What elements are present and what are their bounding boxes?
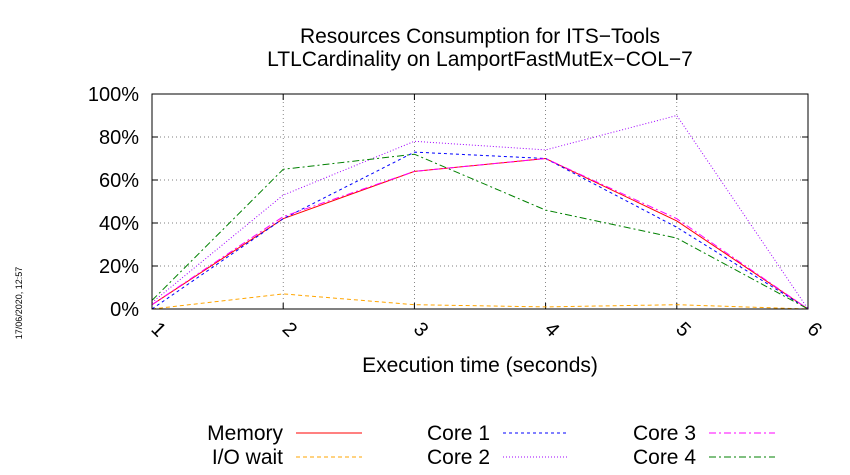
x-tick-label: 2 <box>278 318 301 341</box>
y-tick-label: 60% <box>99 170 139 192</box>
legend-label: Core 4 <box>633 446 696 469</box>
y-tick-label: 40% <box>99 213 139 235</box>
x-tick-label: 4 <box>540 318 563 341</box>
series-line-core-4 <box>151 153 809 310</box>
x-tick-label: 1 <box>147 318 170 341</box>
y-tick-label: 0% <box>110 299 139 321</box>
x-tick-label: 3 <box>409 318 432 341</box>
series-line-core-3 <box>151 157 809 310</box>
series-line-i-o-wait <box>151 293 809 310</box>
x-tick-label: 6 <box>803 318 826 341</box>
timestamp: 17/06/2020, 12:57 <box>14 267 24 340</box>
y-tick-label: 20% <box>99 256 139 278</box>
chart-title-line-1: Resources Consumption for ITS−Tools <box>300 25 660 48</box>
chart-title-line-2: LTLCardinality on LamportFastMutEx−COL−7 <box>267 48 693 71</box>
series-line-memory <box>151 157 809 310</box>
series-line-core-2 <box>151 114 809 310</box>
series-line-core-1 <box>151 151 809 310</box>
legend-label: Core 2 <box>427 446 490 469</box>
plot-frame <box>151 93 809 310</box>
legend-label: Core 3 <box>633 422 696 445</box>
x-axis-label: Execution time (seconds) <box>362 354 598 377</box>
x-tick-label: 5 <box>671 318 694 341</box>
legend-label: I/O wait <box>212 446 283 469</box>
legend-label: Core 1 <box>427 422 490 445</box>
y-tick-label: 80% <box>99 127 139 149</box>
grid-lines <box>152 94 808 309</box>
legend-label: Memory <box>207 422 283 445</box>
plot-series <box>151 114 809 310</box>
x-axis-ticks: 1 2 3 4 5 6 <box>147 94 826 341</box>
y-tick-label: 100% <box>88 84 139 106</box>
y-axis-ticks: 0% 20% 40% 60% 80% 100% <box>88 84 808 321</box>
